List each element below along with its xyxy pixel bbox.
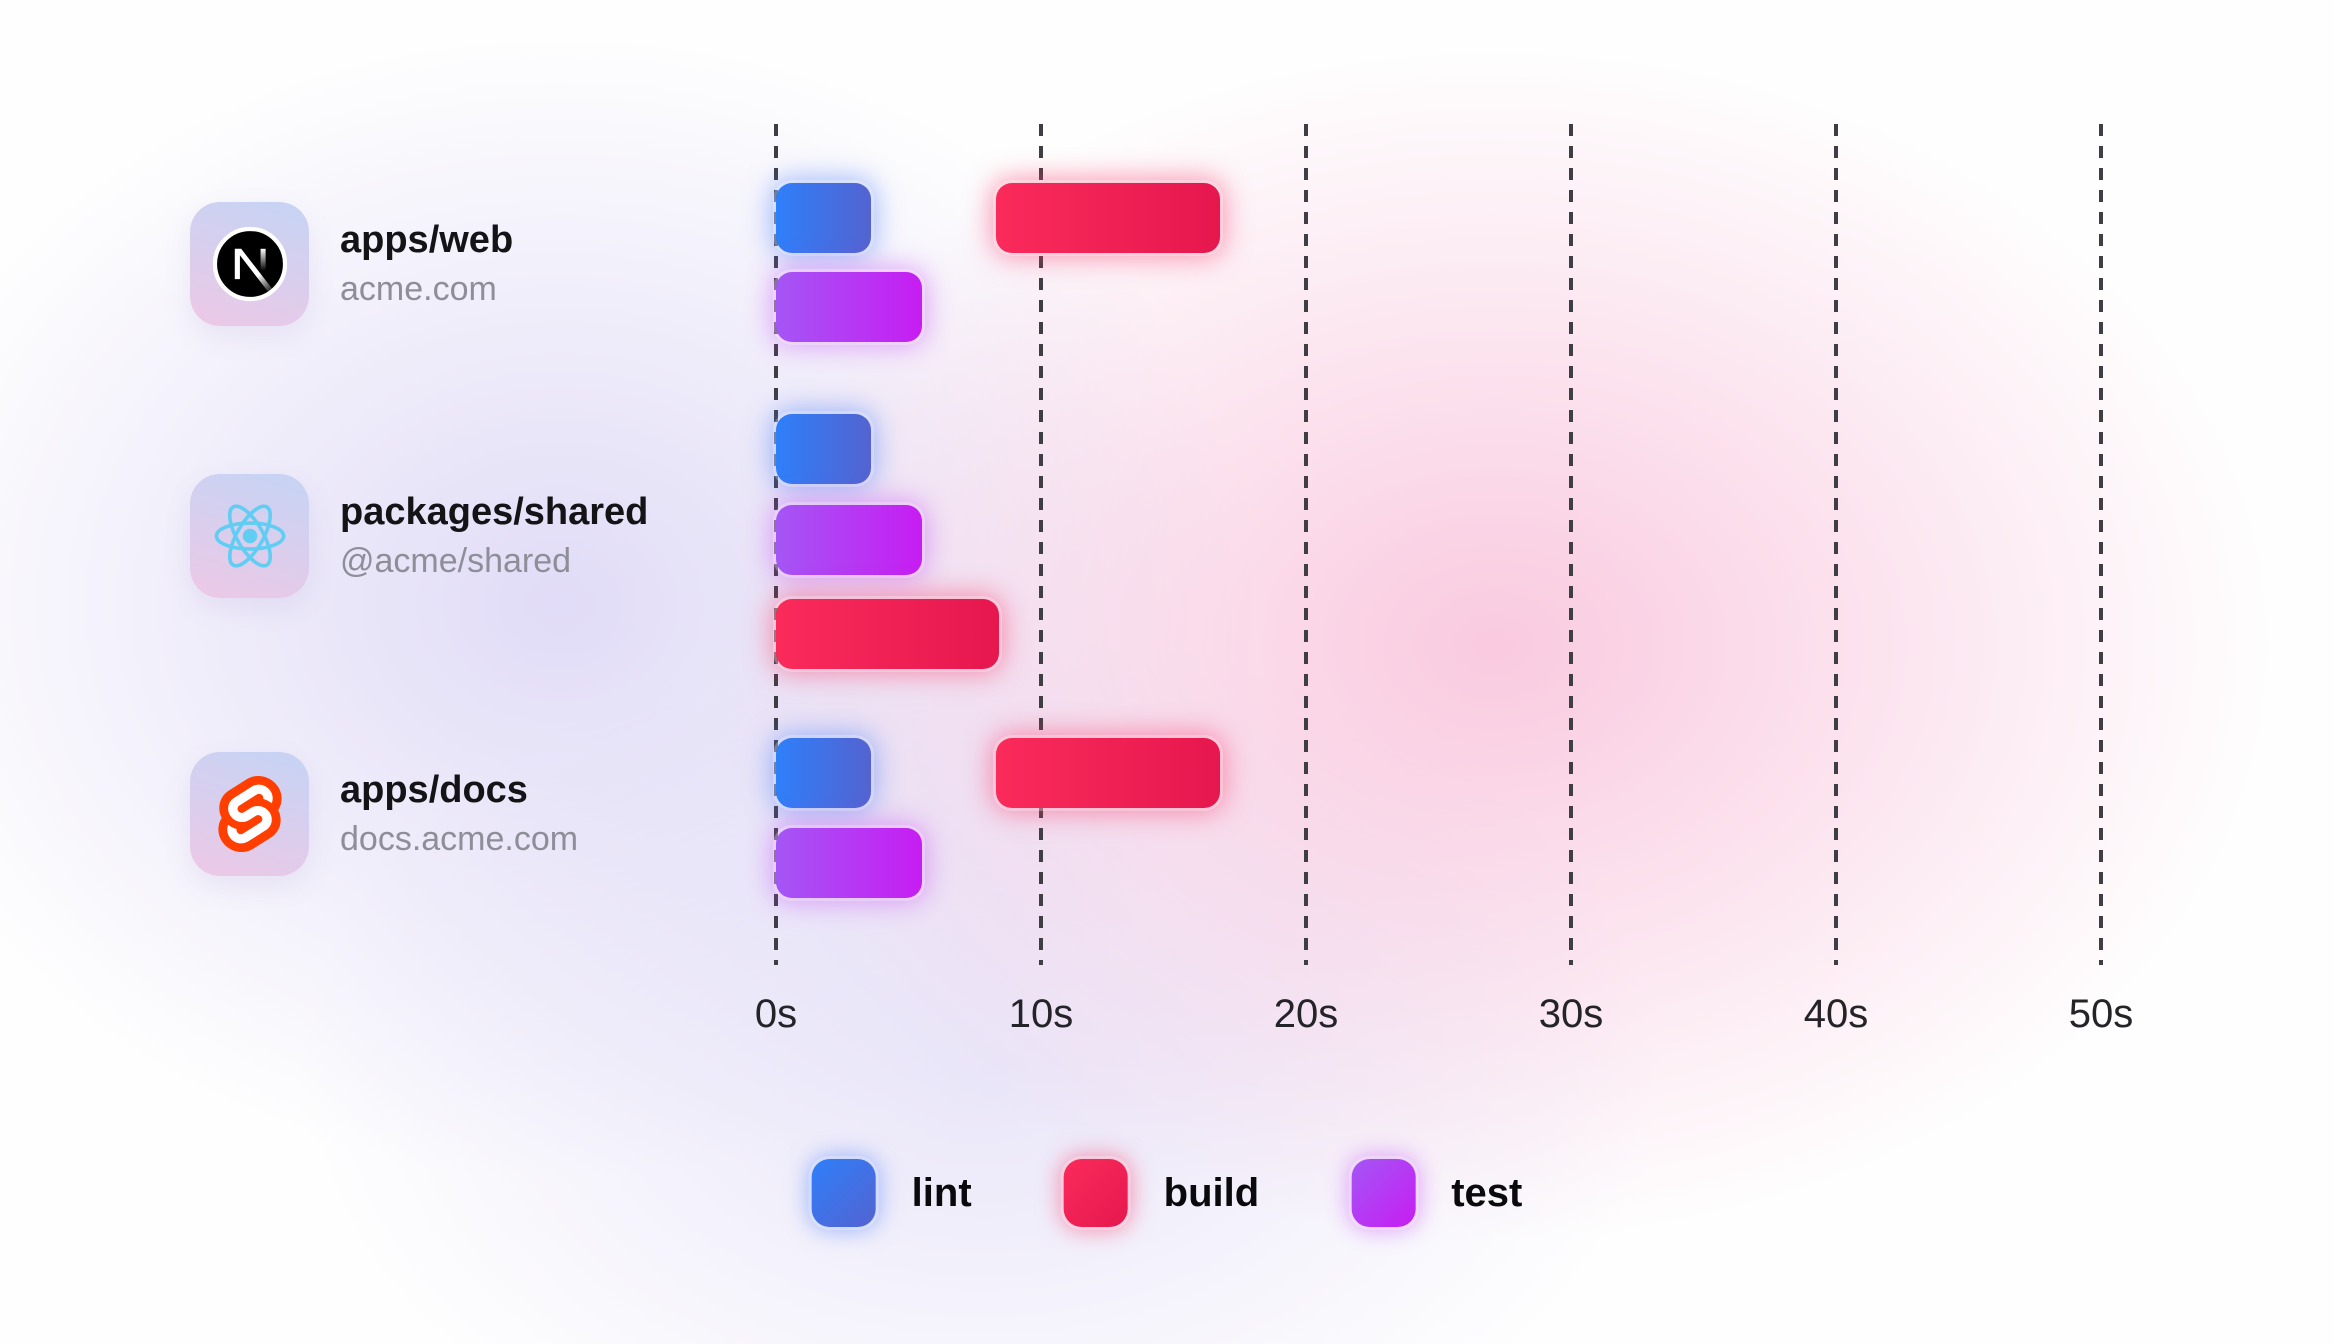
legend-swatch-test	[1351, 1159, 1416, 1227]
axis-tick-label: 40s	[1803, 992, 1869, 1036]
package-labels: apps/web acme.com	[340, 219, 513, 309]
legend-label: lint	[911, 1170, 972, 1215]
gridline-10s	[1039, 124, 1043, 965]
package-title: packages/shared	[340, 491, 649, 534]
gridline-20s	[1304, 124, 1308, 965]
axis-tick-label: 20s	[1273, 992, 1339, 1036]
task-bar-lint	[776, 738, 872, 808]
legend-label: test	[1451, 1170, 1523, 1215]
axis-tick-label: 50s	[2068, 992, 2134, 1036]
axis-tick-label: 10s	[1008, 992, 1074, 1036]
task-bar-build	[995, 738, 1220, 808]
legend: lint build test	[811, 1159, 1522, 1227]
legend-swatch-build	[1063, 1159, 1128, 1227]
gridline-30s	[1569, 124, 1573, 965]
package-labels: packages/shared @acme/shared	[340, 491, 648, 581]
gridline-50s	[2099, 124, 2103, 965]
package-row: apps/docs docs.acme.com	[190, 752, 578, 876]
package-row: packages/shared @acme/shared	[190, 474, 648, 598]
svelte-icon	[217, 776, 282, 852]
legend-item-test: test	[1351, 1159, 1522, 1227]
react-icon	[214, 504, 285, 568]
package-labels: apps/docs docs.acme.com	[340, 769, 578, 859]
task-bar-test	[776, 505, 922, 575]
task-bar-lint	[776, 183, 872, 253]
gridline-40s	[1834, 124, 1838, 965]
package-subtitle: acme.com	[340, 269, 497, 308]
axis-tick-label: 30s	[1538, 992, 1604, 1036]
task-bar-test	[776, 272, 922, 342]
package-row: apps/web acme.com	[190, 202, 513, 326]
task-bar-build	[995, 183, 1220, 253]
legend-item-lint: lint	[811, 1159, 972, 1227]
package-subtitle: docs.acme.com	[340, 819, 579, 858]
legend-label: build	[1163, 1170, 1260, 1215]
legend-item-build: build	[1063, 1159, 1260, 1227]
task-bar-build	[776, 599, 999, 669]
task-bar-lint	[776, 414, 872, 484]
package-title: apps/web	[340, 219, 514, 262]
package-icon-card	[190, 202, 309, 326]
package-icon-card	[190, 474, 309, 598]
axis-tick-label: 0s	[754, 992, 798, 1036]
task-bar-test	[776, 828, 922, 898]
package-subtitle: @acme/shared	[340, 541, 572, 580]
package-icon-card	[190, 752, 309, 876]
nextjs-icon	[212, 226, 287, 302]
package-title: apps/docs	[340, 769, 528, 812]
legend-swatch-lint	[811, 1159, 876, 1227]
